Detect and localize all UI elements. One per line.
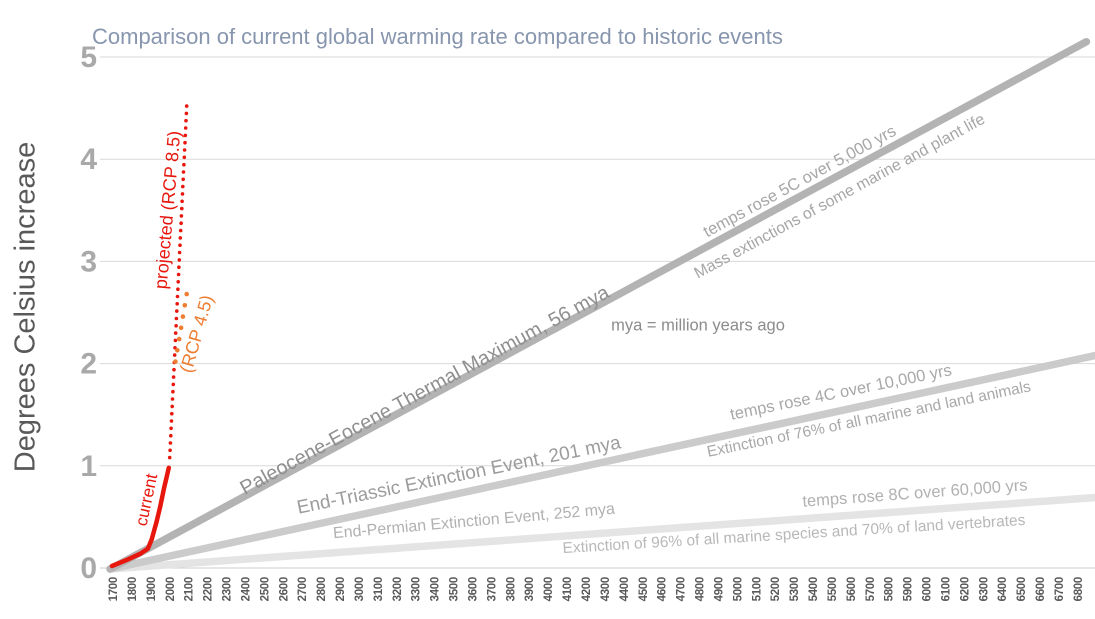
svg-text:4300: 4300: [600, 577, 612, 601]
svg-text:2900: 2900: [335, 577, 347, 601]
svg-text:4900: 4900: [713, 577, 725, 601]
svg-text:2300: 2300: [222, 577, 234, 601]
svg-text:2800: 2800: [316, 577, 328, 601]
svg-text:4800: 4800: [695, 577, 707, 601]
svg-text:2: 2: [80, 348, 97, 381]
svg-text:3900: 3900: [524, 577, 536, 601]
svg-text:6300: 6300: [978, 577, 990, 601]
svg-text:6200: 6200: [959, 577, 971, 601]
y-axis-title: Degrees Celsius increase: [9, 141, 42, 473]
svg-text:3700: 3700: [486, 577, 498, 601]
svg-text:3600: 3600: [468, 577, 480, 601]
svg-text:3: 3: [80, 245, 97, 278]
svg-text:0: 0: [80, 552, 97, 585]
svg-text:4: 4: [80, 143, 97, 176]
svg-text:5500: 5500: [827, 577, 839, 601]
svg-text:2600: 2600: [278, 577, 290, 601]
svg-text:2700: 2700: [297, 577, 309, 601]
svg-text:6700: 6700: [1054, 577, 1066, 601]
svg-text:5700: 5700: [865, 577, 877, 601]
svg-text:3000: 3000: [354, 577, 366, 601]
svg-text:4100: 4100: [562, 577, 574, 601]
label-mya-note: mya = million years ago: [611, 316, 785, 335]
svg-text:2500: 2500: [259, 577, 271, 601]
svg-text:4600: 4600: [657, 577, 669, 601]
svg-text:5800: 5800: [884, 577, 896, 601]
svg-text:5600: 5600: [846, 577, 858, 601]
svg-text:5400: 5400: [808, 577, 820, 601]
svg-text:5200: 5200: [770, 577, 782, 601]
svg-text:3300: 3300: [411, 577, 423, 601]
svg-text:3200: 3200: [392, 577, 404, 601]
svg-text:1800: 1800: [127, 577, 139, 601]
svg-text:4000: 4000: [543, 577, 555, 601]
svg-text:5100: 5100: [751, 577, 763, 601]
svg-text:5000: 5000: [732, 577, 744, 601]
svg-text:1900: 1900: [146, 577, 158, 601]
svg-text:4500: 4500: [638, 577, 650, 601]
svg-text:1: 1: [80, 450, 97, 483]
svg-text:3400: 3400: [430, 577, 442, 601]
svg-text:3100: 3100: [373, 577, 385, 601]
chart-title: Comparison of current global warming rat…: [92, 24, 783, 49]
svg-text:5300: 5300: [789, 577, 801, 601]
svg-text:6100: 6100: [941, 577, 953, 601]
svg-text:4400: 4400: [619, 577, 631, 601]
svg-text:5: 5: [80, 41, 97, 74]
svg-text:6600: 6600: [1035, 577, 1047, 601]
svg-text:2400: 2400: [240, 577, 252, 601]
svg-text:2000: 2000: [165, 577, 177, 601]
svg-text:2200: 2200: [203, 577, 215, 601]
svg-text:4700: 4700: [676, 577, 688, 601]
svg-text:2100: 2100: [184, 577, 196, 601]
svg-text:4200: 4200: [581, 577, 593, 601]
svg-text:3800: 3800: [505, 577, 517, 601]
svg-text:3500: 3500: [449, 577, 461, 601]
svg-text:6500: 6500: [1016, 577, 1028, 601]
svg-text:6000: 6000: [922, 577, 934, 601]
svg-text:6800: 6800: [1073, 577, 1085, 601]
svg-text:1700: 1700: [108, 577, 120, 601]
svg-text:5900: 5900: [903, 577, 915, 601]
svg-text:6400: 6400: [997, 577, 1009, 601]
